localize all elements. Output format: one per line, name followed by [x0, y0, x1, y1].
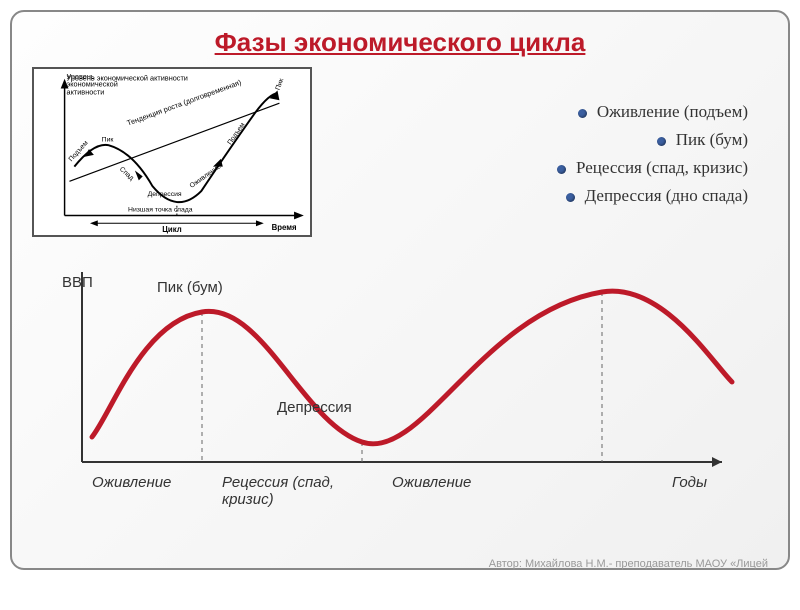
main-lbl-ozh2: Оживление: [392, 474, 471, 491]
bullet-item: Рецессия (спад, кризис): [557, 158, 748, 178]
thumb-lbl-niz: Низшая точка спада: [128, 207, 193, 214]
thumb-x-axis-label: Время: [272, 223, 297, 232]
thumb-lbl-spad: Спад: [118, 166, 135, 182]
thumb-lbl-podem1: Подъем: [68, 140, 90, 164]
bullet-item: Депрессия (дно спада): [557, 186, 748, 206]
thumb-lbl-pik1: Пик: [102, 136, 115, 143]
thumb-lbl-depr: Депрессия: [148, 191, 182, 198]
thumb-lbl-podem2: Подъем: [226, 121, 246, 146]
main-cycle-chart: ВВП Пик (бум) Депрессия Оживление Рецесс…: [62, 262, 742, 542]
thumb-cycle-label: Цикл: [162, 225, 181, 234]
thumb-trend-label: Тенденция роста (долговременная): [126, 78, 243, 128]
main-lbl-ozh1: Оживление: [92, 474, 171, 491]
main-lbl-pik: Пик (бум): [157, 279, 223, 296]
author-footer: Автор: Михайлова Н.М.- преподаватель МАО…: [489, 558, 768, 570]
main-lbl-rec: Рецессия (спад,кризис): [222, 474, 334, 508]
thumbnail-diagram: Уровень экономической активности Уровень…: [32, 67, 312, 237]
bullet-item: Пик (бум): [557, 130, 748, 150]
main-x-label: Годы: [672, 474, 707, 491]
slide-title: Фазы экономического цикла: [215, 27, 586, 58]
main-lbl-depr: Депрессия: [277, 399, 352, 416]
bullet-item: Оживление (подъем): [557, 102, 748, 122]
slide-frame: Фазы экономического цикла Ур: [10, 10, 790, 570]
thumb-lbl-pik2: Пик: [275, 77, 286, 91]
main-y-label: ВВП: [62, 274, 93, 291]
phase-bullet-list: Оживление (подъем) Пик (бум) Рецессия (с…: [557, 102, 748, 214]
